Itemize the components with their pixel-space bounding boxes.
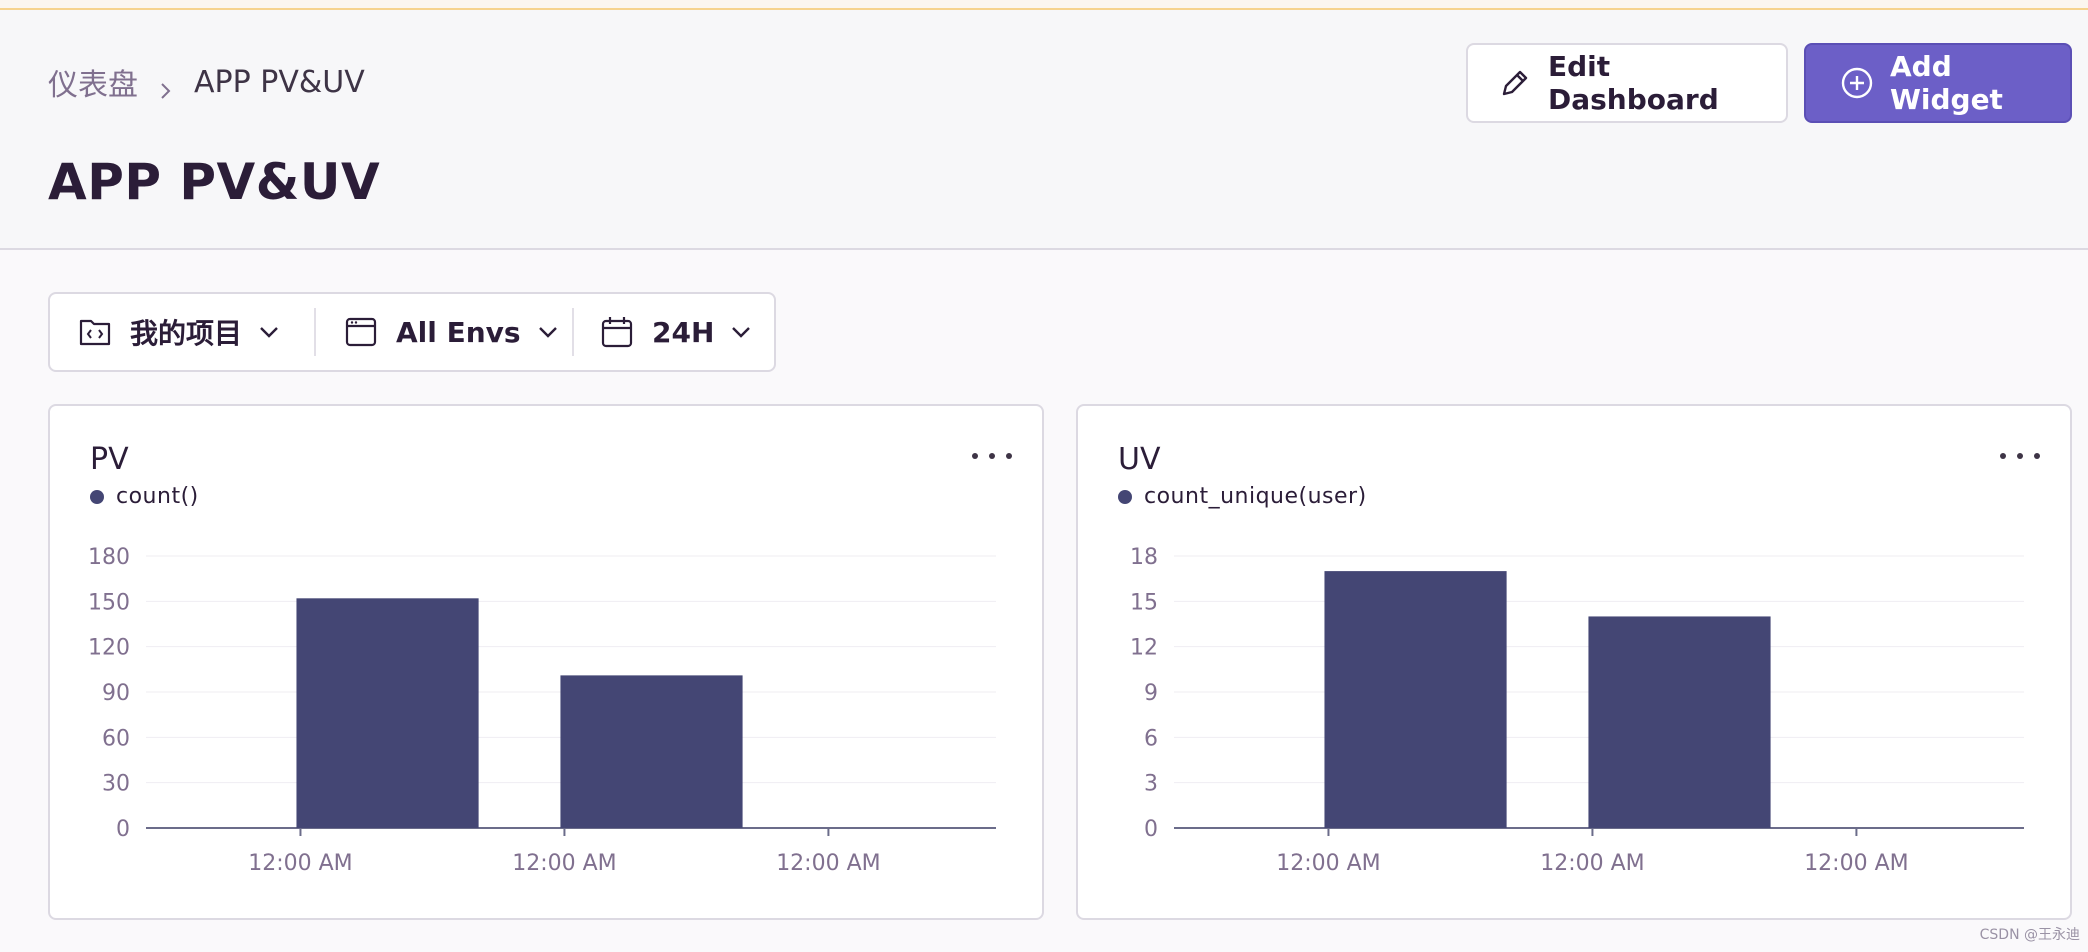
add-widget-label: Add Widget <box>1890 50 2003 116</box>
chart-svg: 0 3 6 9 12 15 18 12:00 AM 12:00 AM 12:00 AM <box>1130 545 2024 876</box>
chart-svg: 0 30 60 90 120 150 180 12:00 AM 12:00 AM 12:00 AM <box>88 545 996 876</box>
y-tick-label: 180 <box>88 545 130 570</box>
y-tick-label: 150 <box>88 590 130 615</box>
environment-selector[interactable]: All Envs <box>316 294 572 370</box>
widget-more-menu-button[interactable] <box>2000 444 2040 468</box>
page-title: APP PV&UV <box>48 153 381 211</box>
date-range-selector[interactable]: 24H <box>574 294 774 370</box>
legend-marker <box>1118 489 1132 504</box>
legend-label: count() <box>116 484 199 509</box>
add-widget-button[interactable]: Add Widget <box>1804 43 2072 123</box>
calendar-icon <box>600 315 634 349</box>
y-tick-label: 0 <box>1144 817 1158 842</box>
y-tick-label: 18 <box>1130 545 1158 570</box>
x-tick-label: 12:00 AM <box>1804 851 1908 876</box>
x-tick-label: 12:00 AM <box>1540 851 1644 876</box>
breadcrumb-dashboards-link[interactable]: 仪表盘 <box>48 68 138 103</box>
chevron-down-icon <box>258 321 280 343</box>
widget-card-pv: PV count() 0 30 60 90 120 150 180 12:00 AM 12:00… <box>48 404 1044 920</box>
x-tick-label: 12:00 AM <box>776 851 880 876</box>
widget-title: UV <box>1118 442 1161 477</box>
bar-chart: 0 30 60 90 120 150 180 12:00 AM 12:00 AM 12:00 AM <box>50 536 1042 906</box>
dashboard-header: 仪表盘 APP PV&UV APP PV&UV Edit Dashboard A… <box>0 10 2088 250</box>
widget-title: PV <box>90 442 129 477</box>
x-tick-label: 12:00 AM <box>1276 851 1380 876</box>
top-accent-line <box>0 0 2088 10</box>
edit-dashboard-button[interactable]: Edit Dashboard <box>1466 43 1788 123</box>
widget-card-uv: UV count_unique(user) 0 3 6 9 12 15 18 12:00 AM… <box>1076 404 2072 920</box>
bar[interactable] <box>560 675 743 828</box>
x-tick-label: 12:00 AM <box>512 851 616 876</box>
chart-legend: count() <box>90 484 199 509</box>
date-range-label: 24H <box>652 315 715 349</box>
bar-chart: 0 3 6 9 12 15 18 12:00 AM 12:00 AM 12:00 AM <box>1078 536 2070 906</box>
page-filters-bar: 我的项目 All Envs 24H <box>48 292 776 372</box>
y-tick-label: 120 <box>88 636 130 661</box>
widget-more-menu-button[interactable] <box>972 444 1012 468</box>
project-selector[interactable]: 我的项目 <box>50 294 314 370</box>
edit-dashboard-label: Edit Dashboard <box>1548 50 1719 116</box>
y-tick-label: 90 <box>102 681 130 706</box>
y-tick-label: 12 <box>1130 636 1158 661</box>
y-tick-label: 9 <box>1144 681 1158 706</box>
project-selector-label: 我的项目 <box>130 317 243 350</box>
x-tick-label: 12:00 AM <box>248 851 352 876</box>
environment-selector-label: All Envs <box>396 315 521 349</box>
chart-legend: count_unique(user) <box>1118 484 1367 509</box>
y-tick-label: 60 <box>102 726 130 751</box>
breadcrumb: 仪表盘 APP PV&UV <box>48 60 365 104</box>
project-folder-icon <box>78 315 112 349</box>
pencil-icon <box>1498 66 1532 100</box>
legend-marker <box>90 489 104 504</box>
bar[interactable] <box>1588 616 1771 828</box>
y-tick-label: 6 <box>1144 726 1158 751</box>
plus-circle-icon <box>1840 66 1874 100</box>
chevron-right-icon <box>156 73 174 99</box>
window-icon <box>344 315 378 349</box>
breadcrumb-current: APP PV&UV <box>194 64 365 100</box>
chevron-down-icon <box>730 321 752 343</box>
y-tick-label: 30 <box>102 772 130 797</box>
legend-label: count_unique(user) <box>1144 484 1367 509</box>
bar[interactable] <box>296 598 479 828</box>
y-tick-label: 3 <box>1144 772 1158 797</box>
y-tick-label: 15 <box>1130 590 1158 615</box>
filter-divider <box>572 308 574 356</box>
y-tick-label: 0 <box>116 817 130 842</box>
watermark: CSDN @王永迪 <box>1979 927 2080 943</box>
filter-divider <box>314 308 316 356</box>
chevron-down-icon <box>537 321 559 343</box>
bar[interactable] <box>1324 571 1507 828</box>
